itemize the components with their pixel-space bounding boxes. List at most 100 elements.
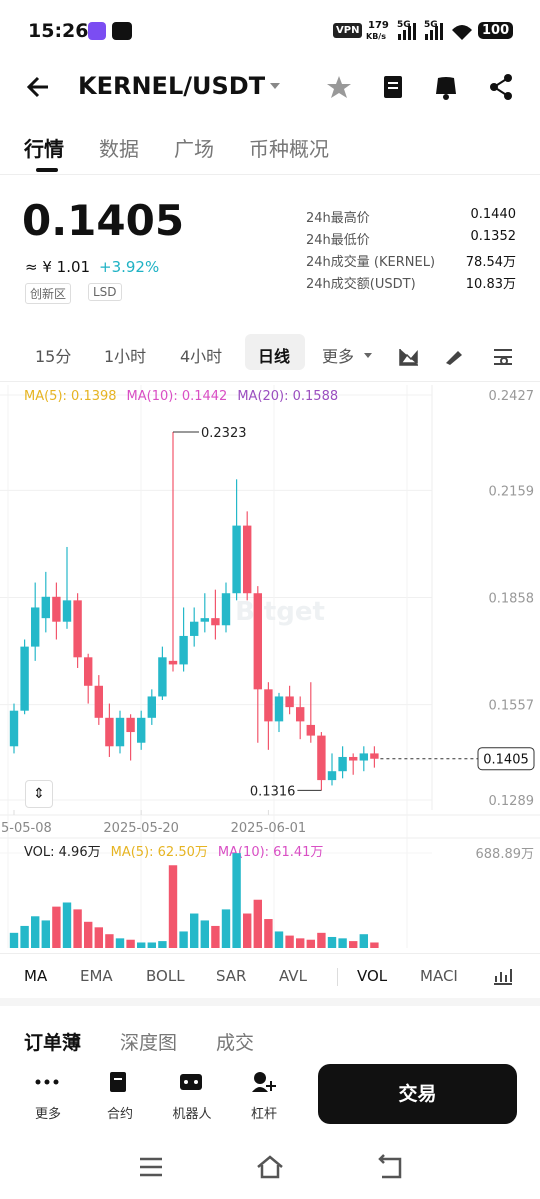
y-tick-label: 0.1858 — [489, 592, 535, 607]
high-label: 0.2323 — [201, 426, 247, 441]
candle-body — [20, 646, 29, 711]
vol-legend: VOL: 4.96万 — [24, 845, 101, 860]
y-tick-label: 0.1557 — [489, 699, 535, 714]
interval[interactable]: 更多 — [322, 347, 355, 366]
book-tab[interactable]: 深度图 — [120, 1032, 178, 1054]
candle-body — [349, 756, 358, 761]
volume-bar — [274, 931, 284, 948]
divider — [0, 381, 540, 382]
signal: 5G — [424, 20, 438, 30]
volume-bar — [62, 902, 72, 948]
expand-button[interactable]: ⇕ — [25, 780, 53, 808]
tab[interactable]: 广场 — [174, 137, 214, 161]
candle-body — [253, 593, 262, 690]
indicator-settings[interactable] — [492, 966, 514, 986]
nav-label[interactable]: 更多 — [34, 1107, 61, 1122]
interval[interactable]: 1小时 — [104, 347, 147, 366]
candle-body — [190, 621, 199, 636]
volume-bar — [147, 942, 156, 948]
candle-body — [168, 660, 178, 665]
candle-body — [359, 753, 368, 761]
net-speed: 179 — [368, 20, 389, 31]
volume-bar — [84, 921, 93, 948]
candle-body — [94, 685, 103, 718]
stat-label: 24h成交量 (KERNEL) — [306, 255, 436, 270]
indicator-tab[interactable]: MACI — [420, 967, 458, 985]
header-actions[interactable] — [326, 74, 526, 102]
candle-body — [73, 600, 82, 658]
volume-bar — [264, 919, 273, 948]
nav-label[interactable]: 机器人 — [172, 1107, 212, 1122]
pair-title[interactable]: KERNEL/USDT — [78, 72, 266, 100]
app-icon — [112, 22, 132, 40]
interval-selected-bg — [245, 334, 305, 370]
stat-label: 24h最高价 — [306, 211, 370, 226]
indicator-tab[interactable]: VOL — [357, 967, 388, 985]
volume-bar — [126, 939, 135, 948]
candle-body — [105, 717, 114, 747]
candle-body — [158, 657, 167, 697]
nav-label[interactable]: 合约 — [106, 1107, 133, 1122]
tab[interactable]: 数据 — [99, 137, 139, 161]
vpn: VPN — [333, 23, 363, 38]
candle-body — [338, 756, 347, 772]
indicator-tab[interactable]: SAR — [216, 967, 247, 985]
volume-bar — [179, 931, 188, 948]
indicator-tab[interactable]: AVL — [279, 967, 307, 985]
candle-body — [52, 596, 61, 622]
ma-legend: MA(10): 0.1442 — [127, 389, 228, 404]
x-tick-label: 2025-06-01 — [231, 821, 307, 836]
indicator-tab[interactable]: BOLL — [146, 967, 185, 985]
volume-bar — [327, 936, 337, 948]
volume-bar — [158, 941, 167, 948]
divider — [0, 174, 540, 175]
volume-bar — [349, 941, 358, 948]
kline-chart: 0.2427 0.2159 0.1858 0.1557 0.1289 Bitget 2025… — [0, 385, 540, 948]
interval[interactable]: 日线 — [258, 347, 291, 366]
fiat-price: ≈ ¥ 1.01 — [25, 258, 91, 276]
divider — [0, 953, 540, 954]
candle-body — [179, 635, 188, 665]
y-tick-label: 0.1289 — [489, 794, 535, 809]
net-unit: KB/s — [366, 32, 386, 41]
volume-bar — [306, 939, 315, 948]
candle-body — [317, 735, 326, 781]
dropdown-icon[interactable] — [268, 80, 282, 92]
time: 15:26 — [28, 20, 89, 42]
chart-tools[interactable] — [362, 347, 540, 367]
watermark: Bitget — [235, 597, 325, 627]
candle-body — [306, 724, 315, 736]
candle-body — [232, 525, 241, 594]
last-price-label: 0.1405 — [483, 753, 529, 768]
volume-bar — [253, 899, 262, 948]
indicator-tab[interactable]: MA — [24, 967, 48, 985]
volume-bar — [317, 932, 326, 948]
low-label: 0.1316 — [250, 784, 296, 799]
separator — [337, 968, 338, 986]
volume-bar — [168, 865, 178, 948]
book-tab[interactable]: 订单薄 — [24, 1032, 82, 1054]
volume-bar — [221, 909, 231, 948]
indicator-tab[interactable]: EMA — [80, 967, 113, 985]
app-icon — [88, 22, 106, 40]
nav-label[interactable]: 杠杆 — [250, 1107, 277, 1122]
interval[interactable]: 15分 — [35, 347, 72, 366]
nav-icons — [35, 1072, 276, 1092]
last-price-box — [477, 747, 535, 771]
price-change: +3.92% — [99, 258, 160, 276]
candle-body — [62, 600, 72, 622]
candle-body — [285, 696, 294, 708]
volume-bar — [137, 942, 146, 948]
candle-body — [9, 710, 19, 747]
stat-label: 24h最低价 — [306, 233, 370, 248]
volume-bar — [243, 913, 252, 948]
candle-body — [147, 696, 156, 718]
system-nav[interactable] — [130, 1150, 410, 1184]
tab[interactable]: 行情 — [24, 137, 64, 161]
trade-button[interactable]: 交易 — [318, 1064, 517, 1124]
tab[interactable]: 币种概况 — [249, 137, 329, 161]
interval[interactable]: 4小时 — [180, 347, 223, 366]
book-tab[interactable]: 成交 — [216, 1032, 255, 1054]
back-button[interactable] — [26, 74, 54, 100]
